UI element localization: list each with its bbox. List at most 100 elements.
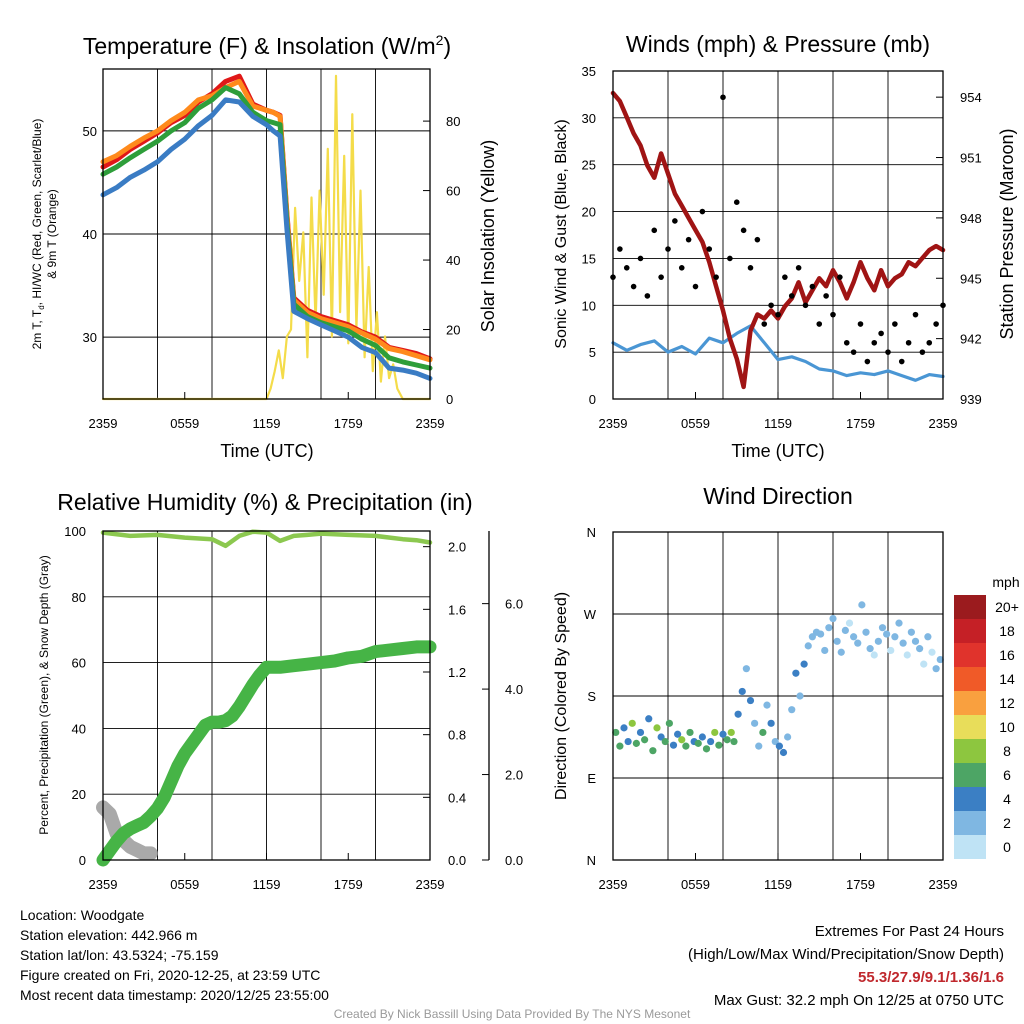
direction-point	[779, 748, 788, 757]
gust-point	[678, 265, 685, 271]
y-tick-label: 20	[582, 205, 596, 220]
gust-point	[658, 274, 664, 280]
direction-point	[821, 646, 829, 655]
x-tick-label: 2359	[89, 416, 118, 431]
direction-point	[730, 737, 738, 746]
gust-point	[637, 255, 644, 262]
direction-point	[800, 660, 808, 668]
gust-point	[823, 293, 829, 299]
colorbar-label: mph	[992, 574, 1019, 590]
colorbar-tick-label: 12	[999, 695, 1015, 711]
gust-point	[816, 321, 823, 327]
temperature-ylabel-right: Solar Insolation (Yellow)	[478, 140, 498, 332]
gust-point	[830, 311, 836, 318]
direction-point	[825, 624, 833, 632]
gust-point	[713, 274, 719, 280]
direction-point	[694, 739, 702, 747]
relative-humidity-line	[100, 529, 433, 549]
direction-point	[641, 736, 649, 744]
x-tick-label: 1159	[764, 416, 792, 431]
speed-colorbar: mph 20+ 18 16 14 12 10 8 6 4 2 0	[954, 574, 1020, 859]
precip-tick-label: 0.8	[448, 728, 466, 743]
direction-point	[784, 733, 792, 741]
y2-tick-label: 945	[960, 271, 982, 286]
direction-point	[657, 733, 665, 741]
y2-tick-label: 0	[446, 392, 453, 407]
gust-point	[857, 321, 864, 327]
gust-point	[727, 255, 733, 262]
colorbar-swatch	[954, 619, 986, 643]
x-tick-label: 2359	[89, 877, 118, 892]
gust-point	[809, 283, 816, 290]
snow-depth-tick-label: 0.0	[505, 853, 523, 868]
winds-ticks: 2359 0559 1159 1759 235905101520253035939942…	[582, 64, 982, 431]
colorbar-swatch	[954, 787, 986, 811]
gust-point	[623, 265, 630, 271]
direction-point	[767, 719, 775, 727]
temperature-ylabel-left-line2: & 9m T (Orange)	[45, 189, 59, 279]
direction-point	[887, 646, 895, 655]
gust-point	[919, 349, 926, 355]
colorbar-swatch	[954, 715, 986, 739]
direction-point	[751, 719, 759, 727]
direction-point	[738, 687, 746, 696]
direction-point	[686, 728, 694, 737]
y2-tick-label: 20	[446, 323, 460, 338]
x-tick-label: 1759	[846, 877, 875, 892]
y-tick-label: 0	[589, 392, 596, 407]
colorbar-swatch	[954, 835, 986, 859]
y-tick-label: 40	[72, 721, 86, 736]
direction-series	[612, 601, 944, 757]
x-tick-label: 0559	[170, 416, 199, 431]
y2-tick-label: 40	[446, 253, 460, 268]
gust-point	[912, 311, 919, 318]
gust-point	[933, 321, 939, 327]
direction-point	[665, 719, 673, 727]
y2-tick-label: 80	[446, 114, 460, 129]
temp-9m-line	[100, 78, 433, 363]
gust-point	[850, 349, 857, 355]
station-pressure-line	[610, 90, 946, 390]
direction-point	[862, 628, 870, 636]
direction-point	[746, 696, 755, 705]
colorbar-tick-label: 8	[1003, 743, 1011, 759]
solar-insolation-line	[101, 74, 432, 401]
direction-point	[678, 736, 686, 744]
temperature-panel: Temperature (F) & Insolation (W/m2) 2359…	[30, 32, 498, 461]
snow-depth-tick-label: 2.0	[505, 768, 523, 783]
y-tick-label: 5	[589, 345, 596, 360]
winds-panel: Winds (mph) & Pressure (mb) 2359 0559 1159…	[553, 31, 1017, 461]
y-tick-label: 35	[582, 64, 596, 79]
extremes-box: Extremes For Past 24 Hours (High/Low/Max…	[688, 920, 1004, 1012]
extremes-subtitle: (High/Low/Max Wind/Precipitation/Snow De…	[688, 946, 1004, 963]
precip-tick-label: 1.6	[448, 602, 466, 617]
direction-point	[911, 637, 920, 645]
snow-depth-tick-label: 6.0	[505, 597, 523, 612]
direction-point	[742, 665, 750, 673]
precip-tick-label: 0.4	[448, 790, 466, 805]
y-tick-label: 0	[79, 853, 86, 868]
colorbar-tick-label: 18	[999, 623, 1015, 639]
x-tick-label: 0559	[681, 877, 710, 892]
direction-point	[891, 633, 899, 641]
x-tick-label: 1159	[253, 416, 281, 431]
gust-point	[699, 208, 706, 215]
direction-point	[907, 628, 915, 636]
direction-point	[674, 730, 682, 738]
direction-point	[920, 660, 928, 668]
direction-point	[837, 648, 845, 656]
precip-tick-label: 1.2	[448, 665, 466, 680]
recent-timestamp: Most recent data timestamp: 2020/12/25 2…	[20, 987, 329, 1003]
gust-point	[926, 339, 933, 346]
x-tick-label: 1159	[253, 877, 281, 892]
x-tick-label: 2359	[416, 416, 445, 431]
colorbar-tick-label: 2	[1003, 815, 1011, 831]
direction-point	[808, 633, 816, 641]
colorbar-tick-label: 20+	[995, 599, 1019, 615]
gust-point	[747, 265, 754, 271]
colorbar-tick-label: 6	[1003, 767, 1011, 783]
humidity-title: Relative Humidity (%) & Precipitation (i…	[57, 489, 472, 515]
heat-index-wind-chill-line	[100, 85, 433, 371]
colorbar-swatch	[954, 691, 986, 715]
